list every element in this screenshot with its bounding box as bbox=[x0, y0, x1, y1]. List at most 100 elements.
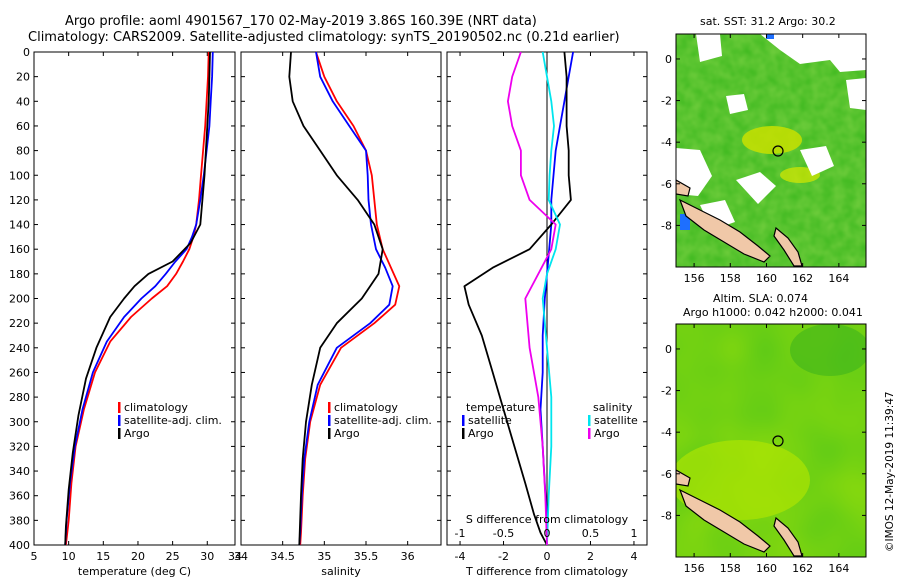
map-x-tick-label: 158 bbox=[720, 562, 741, 575]
x-tick-label: 20 bbox=[131, 550, 145, 563]
y-tick-label: 380 bbox=[9, 514, 30, 527]
legend-swatch bbox=[462, 415, 465, 426]
sla-map-axes: 156 158 160 162 164 0 -2 -4 -6 -8 bbox=[661, 324, 866, 575]
land-solomon-islands bbox=[678, 198, 771, 263]
cloud-gap bbox=[736, 172, 776, 204]
x-tick-label: 34.5 bbox=[270, 550, 295, 563]
x-tick-label: 0 bbox=[544, 550, 551, 563]
y-tick-label: 80 bbox=[16, 145, 30, 158]
land-island bbox=[773, 516, 803, 557]
map-x-tick-label: 156 bbox=[684, 562, 705, 575]
y-tick-label: 300 bbox=[9, 416, 30, 429]
series-line-argo bbox=[64, 51, 211, 546]
series-line-t-satellite bbox=[539, 51, 574, 545]
y-tick-label: 140 bbox=[9, 219, 30, 232]
map-y-tick-label: 0 bbox=[665, 53, 672, 66]
map-y-tick-label: -8 bbox=[661, 219, 672, 232]
sla-map-panel: Altim. SLA: 0.074 Argo h1000: 0.042 h200… bbox=[661, 292, 867, 575]
legend-swatch bbox=[462, 428, 465, 439]
legend-entry: climatology bbox=[334, 401, 398, 414]
land-island bbox=[773, 226, 803, 267]
legend-entry: Argo bbox=[594, 427, 620, 440]
y-tick-label: 0 bbox=[23, 46, 30, 59]
series-line-satellite-adj-clim- bbox=[298, 51, 394, 546]
y-tick-label: 360 bbox=[9, 490, 30, 503]
x-tick-label: 5 bbox=[31, 550, 38, 563]
cloud-gap bbox=[800, 146, 834, 176]
x-tick-label: 15 bbox=[96, 550, 110, 563]
cold-patch bbox=[680, 214, 690, 230]
map-y-tick-label: -2 bbox=[661, 385, 672, 398]
s-tick-label: 0.5 bbox=[582, 527, 600, 540]
series-line-s-satellite bbox=[541, 51, 561, 546]
cloud-gap bbox=[726, 94, 748, 114]
map-y-tick-label: -8 bbox=[661, 509, 672, 522]
s-tick-label: 0 bbox=[544, 527, 551, 540]
map-y-tick-label: -6 bbox=[661, 178, 672, 191]
argo-float-marker bbox=[772, 145, 784, 157]
s-tick-label: 1 bbox=[630, 527, 637, 540]
map-x-tick-label: 162 bbox=[792, 562, 813, 575]
sla-map-frame bbox=[675, 323, 867, 558]
cloud-gap bbox=[696, 34, 722, 62]
figure-title-line1: Argo profile: aoml 4901567_170 02-May-20… bbox=[65, 14, 537, 29]
legend-title-salinity: salinity bbox=[593, 401, 633, 414]
x-tick-label: 34 bbox=[234, 550, 248, 563]
legend-swatch bbox=[118, 402, 121, 413]
map-x-tick-label: 160 bbox=[756, 272, 777, 285]
x-tick-label: 35.5 bbox=[354, 550, 379, 563]
sst-map-title: sat. SST: 31.2 Argo: 30.2 bbox=[700, 15, 836, 28]
y-tick-label: 200 bbox=[9, 293, 30, 306]
x-tick-label: -2 bbox=[498, 550, 509, 563]
s-tick-label: -1 bbox=[455, 527, 466, 540]
map-y-tick-label: 0 bbox=[665, 343, 672, 356]
map-x-tick-label: 164 bbox=[828, 272, 849, 285]
legend-swatch bbox=[588, 428, 591, 439]
map-y-tick-label: -4 bbox=[661, 136, 672, 149]
y-tick-label: 100 bbox=[9, 169, 30, 182]
legend-entry: satellite-adj. clim. bbox=[334, 414, 432, 427]
map-y-tick-label: -2 bbox=[661, 95, 672, 108]
map-x-tick-label: 158 bbox=[720, 272, 741, 285]
x-tick-label: 35 bbox=[317, 550, 331, 563]
series-line-climatology bbox=[65, 51, 210, 546]
argo-float-marker bbox=[772, 435, 784, 447]
sst-map-axes: 156 158 160 162 164 0 -2 -4 -6 -8 bbox=[661, 34, 866, 285]
y-tick-label: 120 bbox=[9, 194, 30, 207]
sst-map-panel: sat. SST: 31.2 Argo: 30.2 156 158 160 162 16… bbox=[661, 15, 867, 285]
cloud-gap bbox=[846, 78, 866, 110]
y-tick-label: 20 bbox=[16, 71, 30, 84]
map-x-tick-label: 156 bbox=[684, 272, 705, 285]
sla-map-title: Altim. SLA: 0.074 bbox=[713, 292, 808, 305]
legend-entry: Argo bbox=[334, 427, 360, 440]
x-tick-label: 25 bbox=[166, 550, 180, 563]
legend-entry: satellite-adj. clim. bbox=[124, 414, 222, 427]
sla-low-patch bbox=[790, 324, 866, 376]
map-x-tick-label: 162 bbox=[792, 272, 813, 285]
map-x-tick-label: 160 bbox=[756, 562, 777, 575]
cold-patch bbox=[766, 34, 774, 39]
x-tick-label: 30 bbox=[200, 550, 214, 563]
series-line-argo bbox=[288, 51, 384, 546]
map-y-tick-label: -4 bbox=[661, 426, 672, 439]
difference-x-axis-label: T difference from climatology bbox=[465, 565, 628, 578]
y-tick-label: 220 bbox=[9, 317, 30, 330]
s-tick-label: -0.5 bbox=[493, 527, 514, 540]
y-tick-label: 40 bbox=[16, 95, 30, 108]
series-line-satellite-adj-clim- bbox=[64, 51, 214, 546]
legend-swatch bbox=[328, 402, 331, 413]
y-tick-label: 400 bbox=[9, 539, 30, 552]
temperature-profile-panel: 0 20 40 60 80 100 120 140 160 180 200 220 240 260 280 3… bbox=[9, 46, 242, 578]
salinity-profile-panel: 34 34.5 35 35.5 36 salinity climatologysatelli… bbox=[234, 51, 442, 578]
cloud-gap bbox=[676, 148, 712, 196]
legend-entry: climatology bbox=[124, 401, 188, 414]
y-tick-label: 240 bbox=[9, 342, 30, 355]
map-y-tick-label: -6 bbox=[661, 468, 672, 481]
salinity-plot-frame bbox=[240, 51, 442, 546]
x-tick-label: 2 bbox=[587, 550, 594, 563]
legend-title-temperature: temperature bbox=[466, 401, 535, 414]
legend-swatch bbox=[118, 428, 121, 439]
s-difference-axis-label: S difference from climatology bbox=[466, 513, 629, 526]
salinity-x-axis-label: salinity bbox=[321, 565, 361, 578]
y-tick-label: 180 bbox=[9, 268, 30, 281]
